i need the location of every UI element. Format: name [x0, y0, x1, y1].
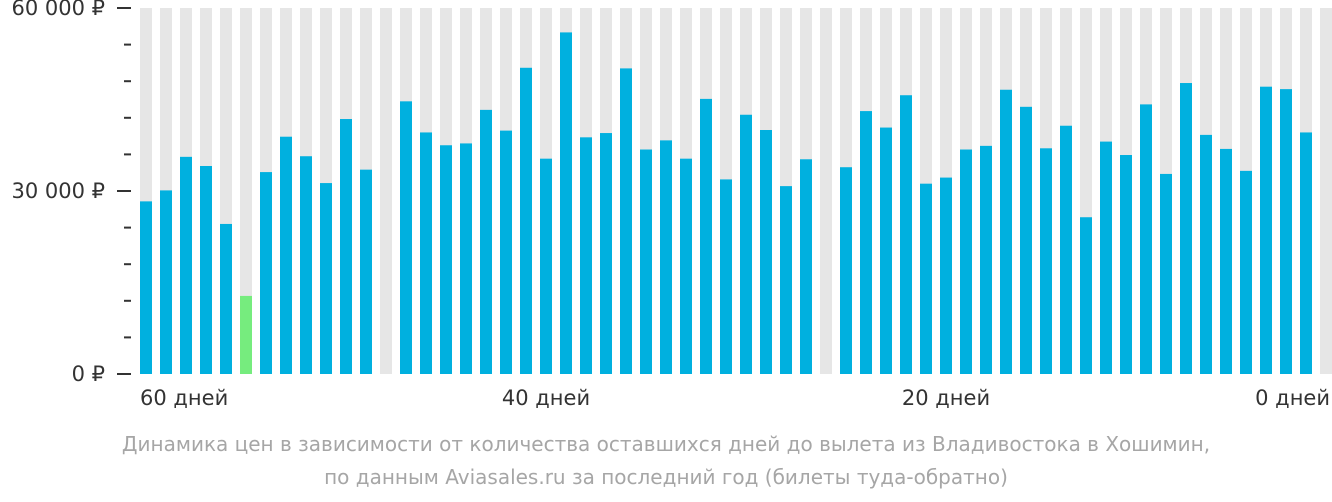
y-tick-label: 30 000 ₽ [11, 179, 105, 203]
bar [600, 133, 612, 374]
bar [760, 130, 772, 374]
price-bars [140, 32, 1312, 375]
bar [740, 114, 752, 374]
bar [940, 177, 952, 374]
bar [640, 149, 652, 374]
background-stripe [1320, 8, 1332, 374]
bar [180, 156, 192, 374]
bar [720, 179, 732, 374]
x-axis: 60 дней 40 дней 20 дней 0 дней [140, 386, 1330, 410]
price-dynamics-chart: 60 000 ₽ 30 000 ₽ 0 ₽ 60 дней 40 дней 20 дне… [11, 0, 1332, 410]
bar [1100, 141, 1112, 374]
x-tick-label: 40 дней [502, 386, 590, 410]
bar [320, 183, 332, 374]
bar [300, 156, 312, 374]
bar [1300, 132, 1312, 374]
bar [900, 95, 912, 374]
bar [700, 98, 712, 374]
background-stripe [240, 8, 252, 374]
background-stripes [140, 8, 1332, 374]
bar [1060, 125, 1072, 374]
bar [520, 67, 532, 374]
bar [1280, 89, 1292, 374]
bar [160, 190, 172, 374]
bar [500, 130, 512, 374]
bar [800, 159, 812, 374]
bar [1240, 170, 1252, 374]
bar [1000, 89, 1012, 375]
bar [840, 167, 852, 374]
background-stripe [380, 8, 392, 374]
bar [620, 68, 632, 374]
bar [580, 137, 592, 374]
bar [440, 145, 452, 374]
bar [360, 169, 372, 374]
bar [480, 109, 492, 375]
bar [260, 172, 272, 374]
bar [660, 140, 672, 374]
bar [560, 32, 572, 375]
bar [1220, 148, 1232, 374]
y-tick-label: 0 ₽ [72, 362, 105, 386]
y-tick-label: 60 000 ₽ [11, 0, 105, 20]
bar [1140, 104, 1152, 374]
y-axis: 60 000 ₽ 30 000 ₽ 0 ₽ [11, 0, 131, 386]
x-tick-label: 20 дней [902, 386, 990, 410]
bar [1020, 106, 1032, 374]
bar [880, 127, 892, 374]
bar [780, 186, 792, 374]
bar [280, 136, 292, 374]
bar [420, 132, 432, 374]
chart-caption-line-2: по данным Aviasales.ru за последний год … [324, 465, 1008, 489]
bar [140, 201, 152, 374]
bar [400, 101, 412, 374]
bar [1080, 217, 1092, 374]
bar [1200, 134, 1212, 374]
bar [1260, 86, 1272, 374]
bar [1160, 173, 1172, 374]
background-stripe [820, 8, 832, 374]
bar [1120, 155, 1132, 374]
x-tick-label: 60 дней [140, 386, 228, 410]
chart-caption-line-1: Динамика цен в зависимости от количества… [121, 432, 1211, 456]
bar [200, 165, 212, 374]
bar [460, 143, 472, 374]
bar [920, 183, 932, 374]
bar [980, 145, 992, 374]
bar [860, 111, 872, 374]
bar [220, 223, 232, 374]
bar [960, 149, 972, 374]
bar [680, 158, 692, 374]
bar [340, 119, 352, 375]
x-tick-label: 0 дней [1255, 386, 1330, 410]
bar [540, 158, 552, 374]
bar [1040, 148, 1052, 374]
bar-lowest-price [240, 295, 252, 374]
bar [1180, 83, 1192, 374]
